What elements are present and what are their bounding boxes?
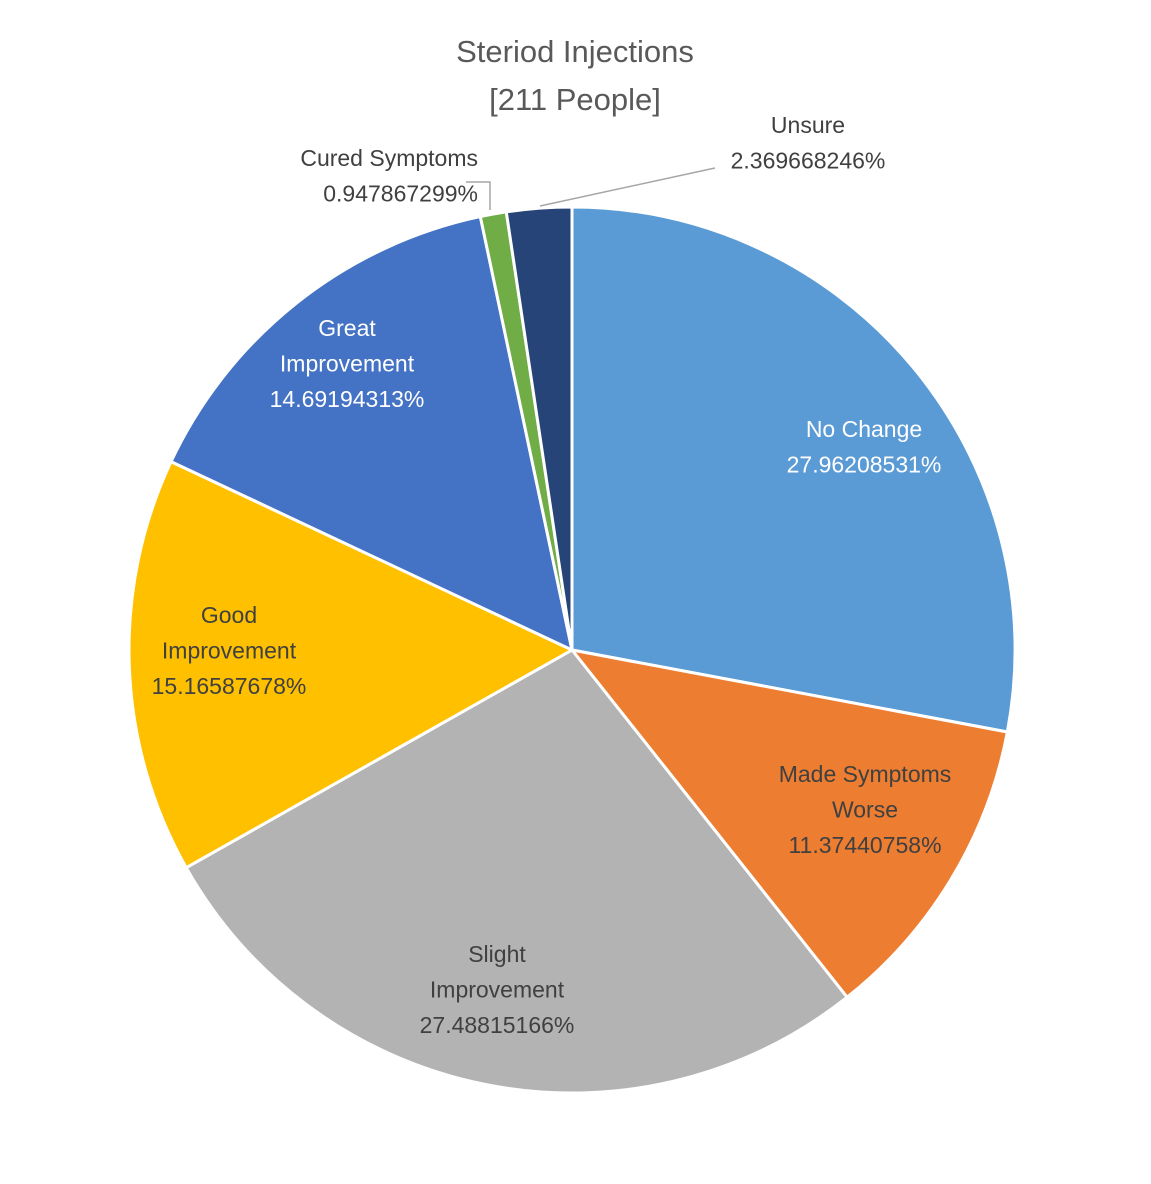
slice-value-label: 27.48815166% bbox=[420, 1012, 575, 1038]
slice-value-label: 14.69194313% bbox=[270, 386, 425, 412]
slice-label: Improvement bbox=[430, 977, 565, 1003]
slice-label: Made Symptoms bbox=[779, 761, 952, 787]
leader-line-cured bbox=[466, 181, 491, 210]
chart-subtitle: [211 People] bbox=[489, 82, 661, 117]
pie-slice-slight-improvement bbox=[184, 648, 850, 1095]
slice-label: Improvement bbox=[162, 638, 297, 664]
slice-value-label: 0.947867299% bbox=[323, 181, 478, 207]
pie-slice-no-change bbox=[570, 205, 1017, 734]
slice-label: Unsure bbox=[771, 112, 845, 138]
slice-value-label: 2.369668246% bbox=[731, 148, 886, 174]
slice-value-label: 27.96208531% bbox=[787, 452, 942, 478]
slice-value-label: 15.16587678% bbox=[152, 673, 307, 699]
pie-slice-great-improvement bbox=[169, 214, 575, 653]
slice-label: Improvement bbox=[280, 351, 415, 377]
pie-slice-made-symptoms-worse bbox=[568, 647, 1010, 1000]
leader-line-unsure bbox=[539, 167, 716, 207]
slice-label: Cured Symptoms bbox=[300, 145, 478, 171]
slice-label: Slight bbox=[468, 941, 526, 967]
pie-slice-unsure bbox=[504, 205, 574, 651]
slice-label: Good bbox=[201, 602, 257, 628]
slice-value-label: 11.37440758% bbox=[788, 832, 941, 858]
slice-label: Great bbox=[318, 315, 376, 341]
slice-label: Worse bbox=[832, 797, 898, 823]
pie-slice-good-improvement bbox=[127, 459, 576, 870]
slice-label: No Change bbox=[806, 416, 922, 442]
chart-title: Steriod Injections bbox=[456, 34, 694, 69]
